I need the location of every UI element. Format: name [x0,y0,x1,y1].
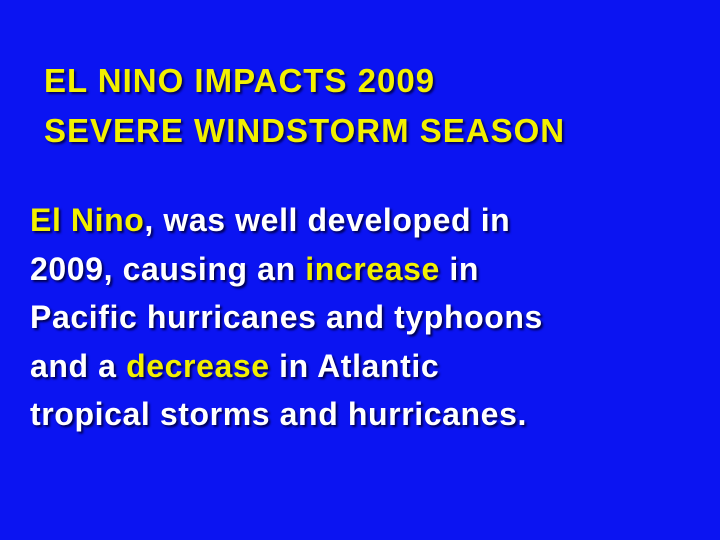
body-text: Pacific hurricanes and typhoons [30,299,543,335]
body-text: in Atlantic [269,347,440,384]
body-text: tropical storms and hurricanes. [30,396,527,432]
body-text: in [439,250,480,287]
highlighted-text: increase [305,250,440,287]
body-line: 2009, causing an increase in [30,245,543,294]
body-text: and a [30,347,127,384]
body-line: El Nino, was well developed in [30,196,543,245]
slide-body: El Nino, was well developed in 2009, caus… [30,196,543,439]
title-line: EL NINO IMPACTS 2009 [44,62,436,99]
body-text: , was well developed in [144,202,511,238]
highlighted-text: decrease [126,347,270,384]
slide-title: EL NINO IMPACTS 2009 SEVERE WINDSTORM SEA… [44,56,565,156]
body-text: 2009, causing an [30,250,306,287]
title-line: SEVERE WINDSTORM SEASON [44,112,566,149]
body-line: and a decrease in Atlantic [30,342,543,391]
body-line: tropical storms and hurricanes. [30,390,543,439]
body-line: Pacific hurricanes and typhoons [30,293,543,342]
highlighted-text: El Nino [30,202,145,238]
